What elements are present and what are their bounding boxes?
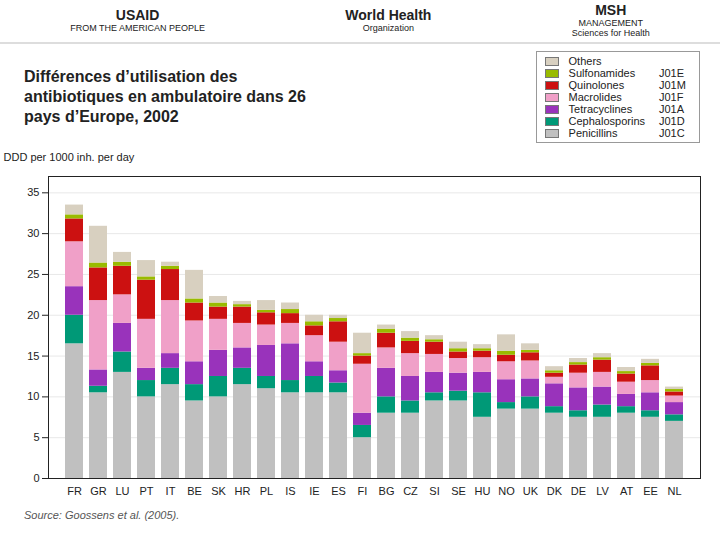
svg-text:DK: DK <box>547 485 563 497</box>
svg-text:BE: BE <box>187 485 202 497</box>
svg-text:UK: UK <box>523 485 539 497</box>
html-text:FROM THE AMERICAN PEOPLE: FROM THE AMERICAN PEOPLE <box>70 22 205 33</box>
html-text:antibiotiques en ambulatoire d: antibiotiques en ambulatoire dans 26 <box>24 88 306 105</box>
html-text:Cephalosporins: Cephalosporins <box>568 115 645 127</box>
svg-text:AT: AT <box>620 485 634 497</box>
html-text:Sciences for Health: Sciences for Health <box>571 27 650 38</box>
svg-text:HU: HU <box>475 485 491 497</box>
svg-text:10: 10 <box>27 390 39 402</box>
html-text:Penicillins: Penicillins <box>568 127 618 139</box>
html-text:Différences d’utilisation des: Différences d’utilisation des <box>24 68 238 85</box>
html-text:Macrolides: Macrolides <box>568 91 622 103</box>
svg-text:30: 30 <box>27 227 39 239</box>
svg-text:20: 20 <box>27 309 39 321</box>
svg-text:0: 0 <box>33 472 39 484</box>
html-text:MANAGEMENT: MANAGEMENT <box>578 17 643 28</box>
html-text:J01M: J01M <box>659 79 686 91</box>
svg-text:PT: PT <box>139 485 153 497</box>
svg-text:IS: IS <box>285 485 295 497</box>
svg-text:ES: ES <box>331 485 346 497</box>
svg-text:BG: BG <box>379 485 395 497</box>
svg-text:IE: IE <box>309 485 319 497</box>
html-text:pays d’Europe, 2002: pays d’Europe, 2002 <box>24 108 179 125</box>
html-text:Organization: Organization <box>362 22 414 33</box>
svg-text:25: 25 <box>27 268 39 280</box>
html-text:J01A: J01A <box>659 103 685 115</box>
html-text:Quinolones: Quinolones <box>568 79 625 91</box>
html-text:Source: Goossens et al. (2005): Source: Goossens et al. (2005). <box>24 509 180 521</box>
svg-text:FI: FI <box>358 485 368 497</box>
svg-text:SK: SK <box>211 485 226 497</box>
html-text:J01C: J01C <box>659 127 685 139</box>
svg-text:LU: LU <box>115 485 129 497</box>
html-text:Others: Others <box>568 55 602 67</box>
svg-text:NO: NO <box>498 485 515 497</box>
svg-text:LV: LV <box>596 485 609 497</box>
html-text:J01F: J01F <box>659 91 684 103</box>
html-text:Sulfonamides: Sulfonamides <box>568 67 636 79</box>
svg-text:FR: FR <box>67 485 82 497</box>
svg-text:SI: SI <box>429 485 439 497</box>
svg-text:CZ: CZ <box>403 485 418 497</box>
svg-text:DDD per 1000 inh. per day: DDD per 1000 inh. per day <box>4 151 135 163</box>
html-text:J01E: J01E <box>659 67 685 79</box>
svg-text:35: 35 <box>27 186 39 198</box>
svg-text:NL: NL <box>667 485 681 497</box>
svg-text:IT: IT <box>166 485 176 497</box>
svg-text:HR: HR <box>235 485 251 497</box>
svg-text:EE: EE <box>643 485 658 497</box>
html-text:World Health: World Health <box>345 7 432 24</box>
html-text:J01D: J01D <box>659 115 685 127</box>
svg-text:DE: DE <box>571 485 586 497</box>
svg-text:PL: PL <box>260 485 273 497</box>
html-text:USAID: USAID <box>115 7 160 24</box>
svg-text:GR: GR <box>90 485 107 497</box>
html-text:Tetracyclines: Tetracyclines <box>568 103 633 115</box>
svg-text:15: 15 <box>27 350 39 362</box>
html-text:MSH: MSH <box>595 2 627 19</box>
svg-text:SE: SE <box>451 485 466 497</box>
svg-text:5: 5 <box>33 431 39 443</box>
